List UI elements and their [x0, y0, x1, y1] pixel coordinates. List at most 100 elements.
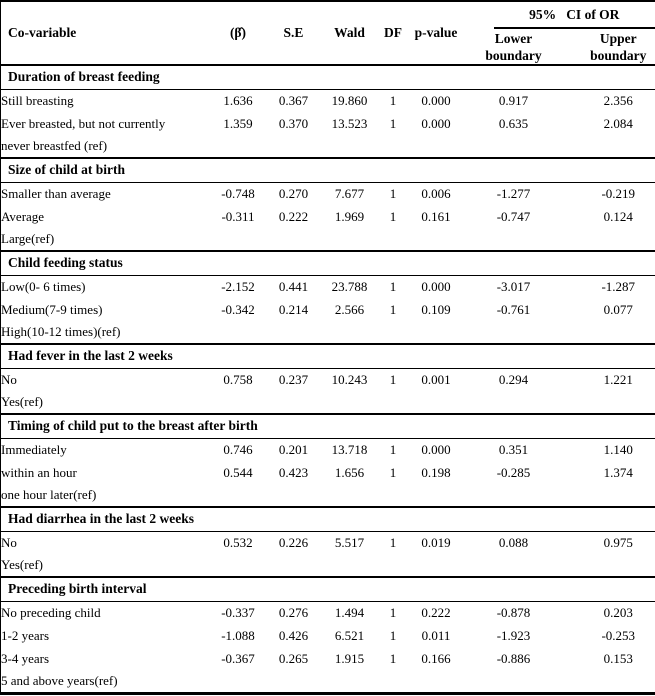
column-header-lower-boundary: Lower boundary [485, 30, 542, 63]
cell-df: 1 [389, 185, 397, 201]
cell-beta [211, 484, 266, 507]
cell-wald [322, 391, 378, 414]
cell-df: 1 [389, 301, 397, 317]
cell-p: 0.161 [421, 208, 451, 224]
cell-lower: 0.635 [498, 115, 529, 131]
section-title: Had fever in the last 2 weeks [8, 348, 173, 364]
cell-beta: 0.544 [223, 464, 253, 480]
cell-lower [464, 135, 564, 158]
row-label: High(10-12 times)(ref) [1, 324, 121, 339]
cell-df: 1 [389, 371, 397, 387]
cell-df [378, 228, 409, 251]
cell-se [266, 228, 322, 251]
cell-wald [322, 484, 378, 507]
row-label: Average [1, 208, 45, 224]
cell-lower [464, 228, 564, 251]
row-label: one hour later(ref) [1, 487, 97, 502]
section-header-row: Had diarrhea in the last 2 weeks [0, 507, 655, 531]
cell-wald: 19.860 [331, 92, 368, 108]
cell-wald: 5.517 [334, 534, 365, 550]
cell-lower: 0.351 [498, 441, 529, 457]
cell-wald [322, 670, 378, 693]
row-label: 5 and above years(ref) [1, 672, 118, 688]
row-label: No [1, 371, 17, 387]
table-row: Low(0- 6 times) -2.152 0.441 23.788 1 0.000 -3… [1, 275, 655, 298]
cell-upper [564, 554, 655, 577]
cell-lower: -1.923 [496, 627, 531, 643]
cell-p [409, 484, 464, 507]
section-title: Had diarrhea in the last 2 weeks [8, 511, 195, 527]
cell-upper [564, 670, 655, 693]
cell-upper: -0.253 [601, 627, 636, 643]
cell-se: 0.367 [278, 92, 309, 108]
cell-p: 0.166 [421, 650, 451, 666]
cell-se: 0.370 [278, 115, 309, 131]
cell-df: 1 [389, 92, 397, 108]
section-header-row: Child feeding status [0, 251, 655, 275]
cell-p [409, 670, 464, 693]
cell-lower [464, 554, 564, 577]
cell-p [409, 321, 464, 344]
cell-se [266, 135, 322, 158]
row-label: 3-4 years [1, 650, 50, 666]
cell-p: 0.001 [421, 371, 451, 387]
cell-se: 0.276 [278, 604, 309, 620]
table-row: Large(ref) [1, 228, 655, 251]
table-row: 5 and above years(ref) [1, 670, 655, 693]
row-label: Medium(7-9 times) [1, 301, 103, 317]
table-row: Yes(ref) [1, 391, 655, 414]
cell-se [266, 670, 322, 693]
cell-df [378, 484, 409, 507]
table-row: one hour later(ref) [1, 484, 655, 507]
cell-wald: 1.915 [334, 650, 365, 666]
section-title: Timing of child put to the breast after … [8, 418, 258, 434]
cell-upper: -0.219 [601, 185, 636, 201]
section-title: Child feeding status [8, 255, 123, 271]
table-row: Average -0.311 0.222 1.969 1 0.161 -0.747 0.124 [1, 205, 655, 228]
cell-upper: 1.374 [603, 464, 633, 480]
column-header-beta: (β̂) [229, 25, 247, 40]
cell-beta: 0.532 [223, 534, 253, 550]
cell-upper: 0.203 [603, 604, 633, 620]
cell-beta: -0.748 [221, 185, 255, 201]
cell-upper: 0.153 [603, 650, 633, 666]
cell-beta [211, 670, 266, 693]
cell-p: 0.222 [421, 604, 451, 620]
cell-beta [211, 228, 266, 251]
cell-se [266, 554, 322, 577]
section-header-row: Timing of child put to the breast after … [0, 414, 655, 438]
header-group-row: Co-variable (β̂) S.E Wald DF p-value 95%… [1, 1, 655, 40]
cell-upper [564, 228, 655, 251]
cell-p: 0.109 [421, 301, 451, 317]
cell-lower: 0.088 [498, 534, 529, 550]
table-row: No 0.758 0.237 10.243 1 0.001 0.294 1.221 [1, 368, 655, 391]
cell-wald: 2.566 [334, 301, 365, 317]
cell-se [266, 321, 322, 344]
table-body: Duration of breast feeding Still breastin… [0, 65, 655, 693]
cell-beta [211, 554, 266, 577]
cell-upper: -1.287 [601, 278, 636, 294]
row-label: never breastfed (ref) [1, 138, 108, 153]
cell-df: 1 [389, 650, 397, 666]
section-title: Preceding birth interval [8, 581, 147, 597]
cell-df [378, 321, 409, 344]
section-header-row: Duration of breast feeding [0, 65, 655, 89]
cell-wald [322, 228, 378, 251]
cell-df [378, 135, 409, 158]
cell-df: 1 [389, 534, 397, 550]
cell-se: 0.265 [278, 650, 309, 666]
column-header-se: S.E [283, 25, 304, 40]
cell-beta: -2.152 [221, 278, 255, 294]
cell-p: 0.198 [421, 464, 451, 480]
cell-upper: 1.140 [603, 441, 633, 457]
cell-wald: 1.656 [334, 464, 365, 480]
cell-df: 1 [389, 464, 397, 480]
section-header-row: Preceding birth interval [0, 577, 655, 601]
cell-df [378, 391, 409, 414]
cell-lower: -0.761 [496, 301, 531, 317]
cell-lower: -3.017 [496, 278, 531, 294]
cell-df: 1 [389, 278, 397, 294]
cell-upper: 2.356 [603, 92, 633, 108]
cell-wald: 7.677 [334, 185, 365, 201]
cell-upper: 2.084 [603, 115, 633, 131]
